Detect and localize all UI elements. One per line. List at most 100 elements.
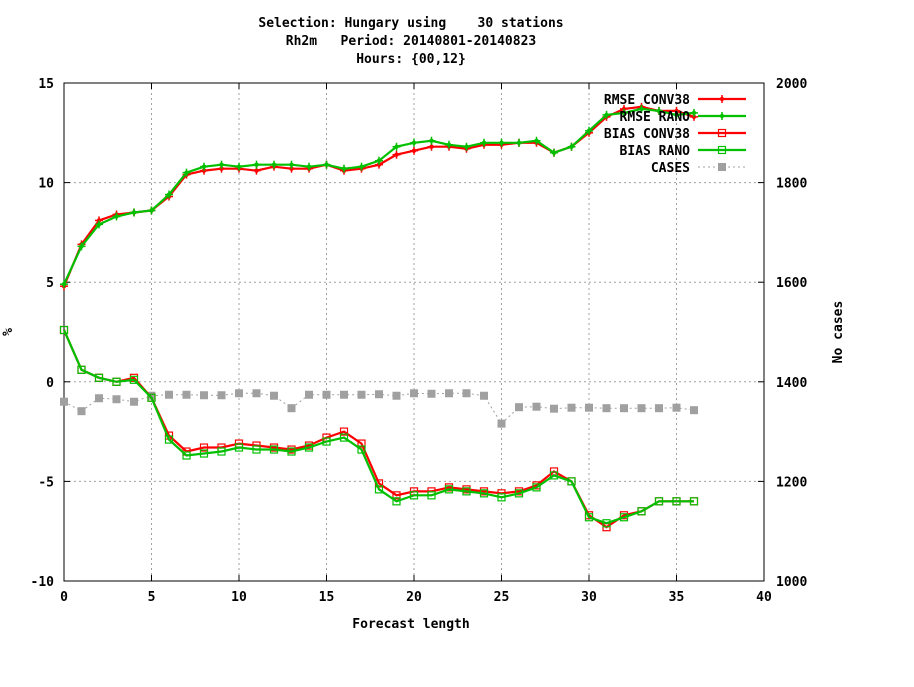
data-point [514, 489, 524, 498]
data-point [182, 451, 191, 460]
data-point [357, 445, 366, 454]
data-point [690, 108, 698, 117]
data-point [269, 445, 279, 454]
data-point [655, 106, 663, 115]
y2-tick-label: 2000 [776, 77, 807, 92]
data-point [60, 397, 68, 406]
y-tick-label: 5 [46, 276, 54, 291]
data-point [305, 162, 313, 171]
data-point [357, 162, 366, 171]
data-point [462, 487, 471, 496]
data-point [234, 443, 244, 452]
data-point [550, 148, 558, 157]
data-point [147, 391, 156, 400]
legend-label: RMSE CONV38 [604, 93, 690, 108]
data-point [672, 403, 681, 412]
legend-marker [718, 95, 726, 103]
data-point [479, 489, 489, 498]
data-point [217, 391, 226, 400]
data-point [77, 242, 86, 251]
data-point [165, 390, 173, 399]
data-point [602, 519, 611, 528]
data-point [462, 389, 471, 398]
series-cases [60, 389, 698, 428]
data-point [305, 390, 313, 399]
data-point [637, 404, 646, 413]
data-point [620, 404, 628, 413]
data-point [532, 136, 541, 145]
title-line-2: Rh2m Period: 20140801-20140823 [286, 34, 536, 49]
data-point [497, 419, 506, 428]
data-point [409, 491, 419, 500]
data-point [339, 433, 349, 442]
x-tick-label: 0 [60, 590, 68, 605]
x-axis-label: Forecast length [352, 617, 469, 632]
legend: RMSE CONV38 RMSE RANO BIAS CONV38 BIAS RANO… [604, 93, 746, 176]
y2-tick-label: 1600 [776, 276, 807, 291]
data-point [602, 404, 611, 413]
data-point [497, 138, 506, 147]
data-point [77, 365, 86, 374]
legend-marker [717, 128, 727, 138]
series [59, 102, 699, 532]
series-rmse-rano [60, 104, 698, 289]
legend-label: CASES [651, 161, 690, 176]
title-line-3: Hours: {00,12} [356, 52, 466, 67]
data-point [182, 168, 191, 177]
data-point [129, 375, 139, 384]
data-point [95, 220, 103, 229]
legend-label: BIAS RANO [620, 144, 691, 159]
data-point [392, 150, 401, 159]
legend-item: BIAS RANO [620, 144, 746, 159]
y2-axis-label: No cases [831, 301, 846, 364]
data-point [637, 104, 646, 113]
legend-item: CASES [651, 161, 746, 176]
data-point [445, 389, 453, 398]
y2-tick-label: 1800 [776, 177, 807, 192]
data-point [392, 491, 401, 500]
legend-item: BIAS CONV38 [604, 127, 746, 142]
data-point [444, 485, 454, 494]
data-point [392, 497, 401, 506]
data-point [112, 212, 121, 221]
series-line [62, 329, 694, 529]
legend-marker [717, 145, 727, 155]
series-line [62, 105, 695, 287]
data-point [672, 110, 681, 119]
data-point [60, 280, 68, 289]
legend-item: RMSE RANO [620, 110, 746, 125]
y2-tick-label: 1000 [776, 575, 807, 590]
y2-tick-label: 1200 [776, 475, 807, 490]
x-tick-label: 20 [406, 590, 422, 605]
x-tick-label: 40 [756, 590, 772, 605]
y2-axis-ticks: 1000 1200 1400 1600 1800 2000 [758, 77, 807, 590]
data-point [357, 390, 366, 399]
y-tick-label: 0 [46, 376, 54, 391]
legend-marker [718, 112, 726, 120]
data-point [340, 390, 348, 399]
data-point [59, 325, 69, 335]
data-point [427, 491, 436, 500]
data-point [602, 110, 611, 119]
data-point [95, 394, 103, 403]
x-tick-label: 25 [494, 590, 510, 605]
series-rmse-conv38 [60, 102, 698, 291]
data-point [427, 136, 436, 145]
data-point [217, 447, 226, 456]
data-point [375, 156, 383, 165]
data-point [340, 164, 348, 173]
data-point [655, 404, 663, 413]
data-point [637, 507, 646, 516]
data-point [322, 437, 331, 446]
x-tick-label: 15 [319, 590, 335, 605]
data-point [235, 162, 243, 171]
x-tick-label: 35 [669, 590, 685, 605]
data-point [322, 160, 331, 169]
data-point [620, 108, 628, 117]
data-point [427, 389, 436, 398]
data-point [462, 142, 471, 151]
data-point [287, 447, 296, 456]
data-point [690, 406, 698, 415]
data-point [77, 407, 86, 416]
x-axis-ticks: 0 5 10 15 20 25 30 35 40 [60, 83, 772, 605]
